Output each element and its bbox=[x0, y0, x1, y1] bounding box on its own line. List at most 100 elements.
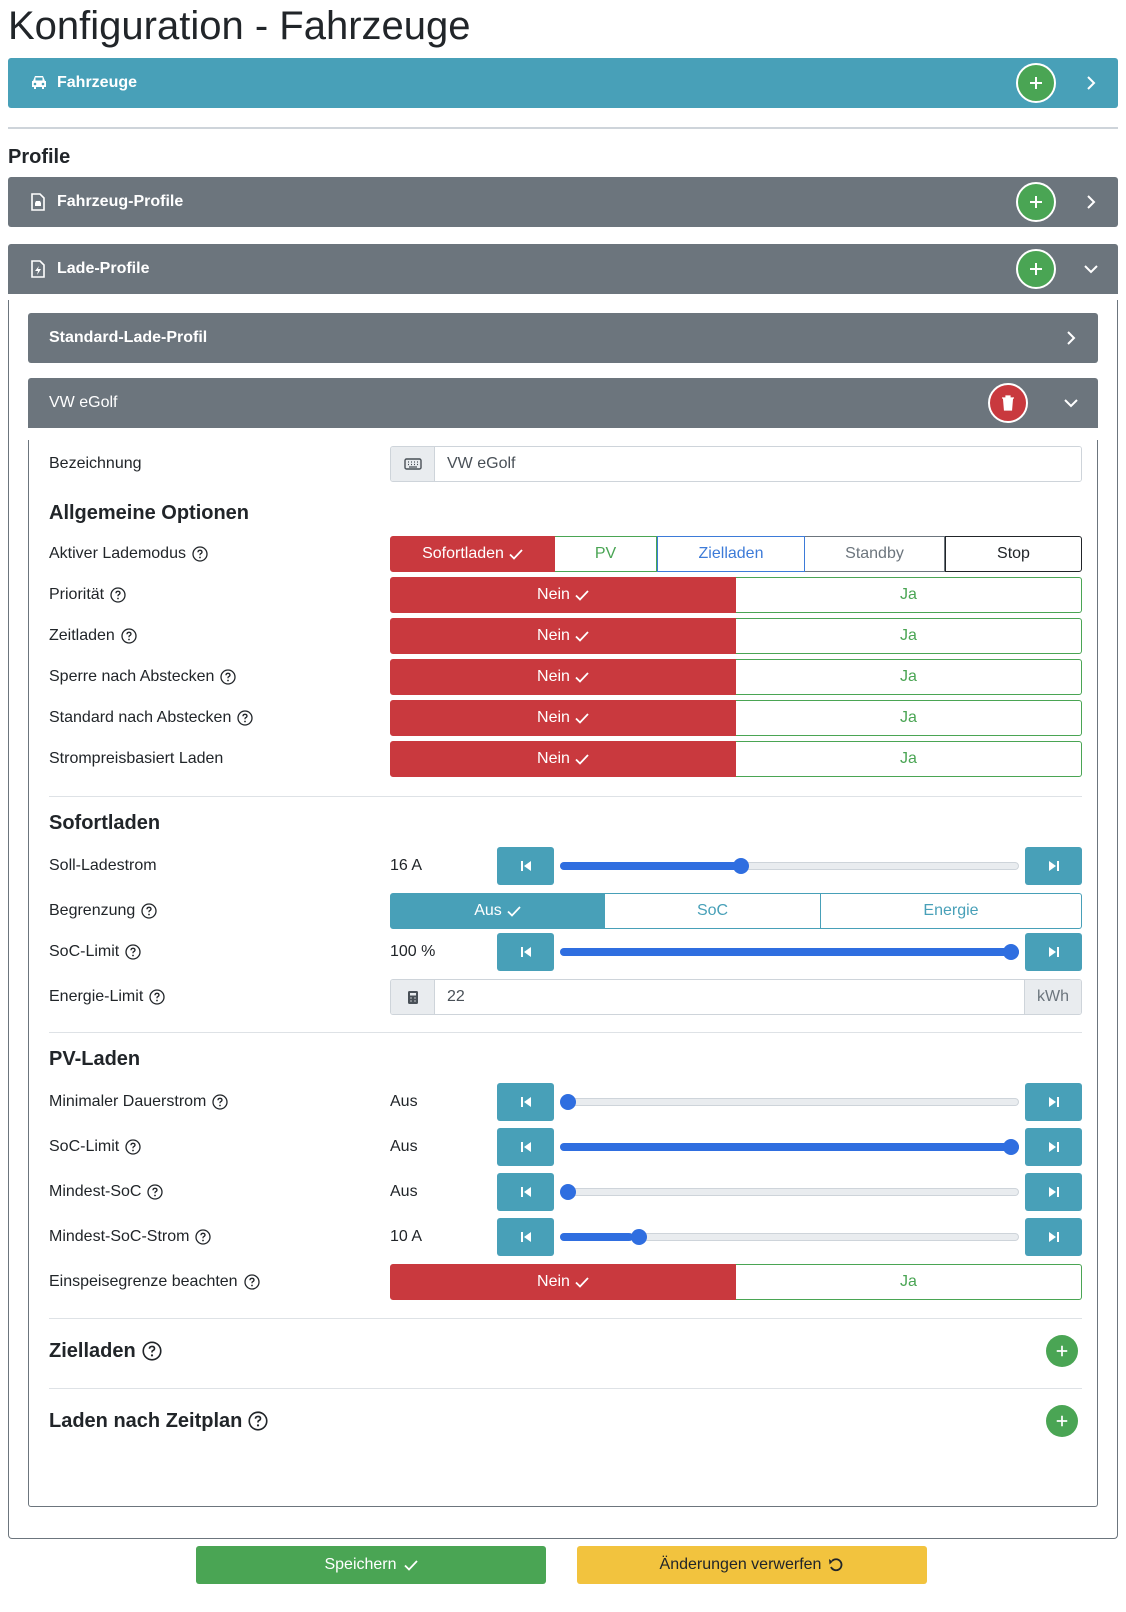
divider bbox=[49, 1032, 1082, 1033]
add-zielladen-button[interactable] bbox=[1046, 1335, 1078, 1367]
help-icon[interactable] bbox=[192, 546, 208, 562]
help-icon[interactable] bbox=[125, 1139, 141, 1155]
mindest-soc-slider[interactable] bbox=[560, 1173, 1019, 1211]
save-button[interactable]: Speichern bbox=[196, 1546, 546, 1584]
step-back-icon[interactable] bbox=[497, 933, 554, 971]
soll-ladestrom-slider[interactable] bbox=[560, 847, 1019, 885]
chevron-down-icon[interactable] bbox=[1082, 260, 1100, 278]
zeitladen-ja-button[interactable]: Ja bbox=[736, 618, 1082, 654]
mode-zielladen-button[interactable]: Zielladen bbox=[657, 536, 805, 572]
standard-nein-button[interactable]: Nein bbox=[390, 700, 736, 736]
help-icon[interactable] bbox=[237, 710, 254, 726]
step-back-icon[interactable] bbox=[497, 1083, 554, 1121]
plus-icon bbox=[1056, 1345, 1068, 1357]
step-forward-icon[interactable] bbox=[1025, 847, 1082, 885]
check-icon bbox=[575, 589, 589, 601]
discard-button[interactable]: Änderungen verwerfen bbox=[577, 1546, 927, 1584]
help-icon[interactable] bbox=[121, 628, 137, 644]
step-forward-icon[interactable] bbox=[1025, 1218, 1082, 1256]
help-icon[interactable] bbox=[195, 1229, 212, 1245]
help-icon[interactable] bbox=[149, 989, 165, 1005]
help-icon[interactable] bbox=[220, 669, 237, 685]
help-icon[interactable] bbox=[110, 587, 126, 603]
prioritaet-ja-button[interactable]: Ja bbox=[736, 577, 1082, 613]
divider bbox=[49, 1318, 1082, 1319]
page-title: Konfiguration - Fahrzeuge bbox=[8, 4, 471, 48]
egolf-charge-profile-header[interactable]: VW eGolf bbox=[28, 378, 1098, 428]
slider-thumb bbox=[560, 1094, 576, 1110]
check-icon bbox=[509, 548, 523, 560]
chevron-right-icon[interactable] bbox=[1062, 329, 1080, 347]
add-charge-profile-button[interactable] bbox=[1016, 249, 1056, 289]
chevron-down-icon[interactable] bbox=[1062, 394, 1080, 412]
energie-limit-unit: kWh bbox=[1024, 980, 1081, 1014]
sperre-ja-button[interactable]: Ja bbox=[736, 659, 1082, 695]
einspeisegrenze-ja-button[interactable]: Ja bbox=[736, 1264, 1082, 1300]
field-sperre-nach-abstecken: Sperre nach Abstecken Nein Ja bbox=[49, 659, 1082, 695]
step-back-icon[interactable] bbox=[497, 1128, 554, 1166]
delete-profile-button[interactable] bbox=[988, 383, 1028, 423]
begrenzung-label: Begrenzung bbox=[49, 902, 136, 919]
help-icon[interactable] bbox=[248, 1411, 268, 1431]
allgemeine-optionen-title: Allgemeine Optionen bbox=[49, 501, 250, 524]
step-forward-icon[interactable] bbox=[1025, 1083, 1082, 1121]
field-bezeichnung: Bezeichnung bbox=[49, 446, 1082, 482]
mindest-soc-label: Mindest-SoC bbox=[49, 1183, 142, 1200]
help-icon[interactable] bbox=[142, 1341, 162, 1361]
lademodus-label: Aktiver Lademodus bbox=[49, 545, 186, 562]
zeitladen-nein-button[interactable]: Nein bbox=[390, 618, 736, 654]
field-zeitladen: Zeitladen Nein Ja bbox=[49, 618, 1082, 654]
help-icon[interactable] bbox=[147, 1184, 164, 1200]
standard-ja-button[interactable]: Ja bbox=[736, 700, 1082, 736]
keyboard-icon bbox=[391, 447, 435, 481]
begrenzung-aus-button[interactable]: Aus bbox=[390, 893, 605, 929]
soll-ladestrom-value: 16 A bbox=[390, 857, 423, 874]
bezeichnung-input[interactable] bbox=[435, 447, 1081, 481]
add-zeitplan-button[interactable] bbox=[1046, 1405, 1078, 1437]
step-back-icon[interactable] bbox=[497, 1218, 554, 1256]
strompreis-ja-button[interactable]: Ja bbox=[736, 741, 1082, 777]
field-soc-limit: SoC-Limit 100 % bbox=[49, 933, 1082, 971]
help-icon[interactable] bbox=[212, 1094, 229, 1110]
field-soll-ladestrom: Soll-Ladestrom 16 A bbox=[49, 847, 1082, 885]
zeitladen-label: Zeitladen bbox=[49, 627, 115, 644]
chevron-right-icon[interactable] bbox=[1082, 74, 1100, 92]
card-fahrzeuge-header[interactable]: Fahrzeuge bbox=[8, 58, 1118, 108]
step-forward-icon[interactable] bbox=[1025, 1173, 1082, 1211]
min-dauerstrom-slider[interactable] bbox=[560, 1083, 1019, 1121]
mode-stop-button[interactable]: Stop bbox=[945, 536, 1082, 572]
help-icon[interactable] bbox=[125, 944, 141, 960]
pv-soc-limit-slider[interactable] bbox=[560, 1128, 1019, 1166]
standard-charge-profile-header[interactable]: Standard-Lade-Profil bbox=[28, 313, 1098, 363]
sperre-nein-button[interactable]: Nein bbox=[390, 659, 736, 695]
einspeisegrenze-nein-button[interactable]: Nein bbox=[390, 1264, 736, 1300]
energie-limit-label: Energie-Limit bbox=[49, 988, 144, 1005]
mode-sofortladen-button[interactable]: Sofortladen bbox=[390, 536, 555, 572]
begrenzung-energie-button[interactable]: Energie bbox=[821, 893, 1082, 929]
mode-pv-button[interactable]: PV bbox=[555, 536, 657, 572]
card-fahrzeug-profile-header[interactable]: Fahrzeug-Profile bbox=[8, 177, 1118, 227]
plus-icon bbox=[1056, 1415, 1068, 1427]
strompreis-nein-button[interactable]: Nein bbox=[390, 741, 736, 777]
chevron-right-icon[interactable] bbox=[1082, 193, 1100, 211]
card-lade-profile-header[interactable]: Lade-Profile bbox=[8, 244, 1118, 294]
help-icon[interactable] bbox=[243, 1274, 260, 1290]
step-back-icon[interactable] bbox=[497, 1173, 554, 1211]
step-forward-icon[interactable] bbox=[1025, 933, 1082, 971]
pv-soc-limit-label: SoC-Limit bbox=[49, 1138, 120, 1155]
help-icon[interactable] bbox=[141, 903, 157, 919]
card-lade-profile-title: Lade-Profile bbox=[57, 260, 150, 277]
add-vehicle-profile-button[interactable] bbox=[1016, 182, 1056, 222]
prioritaet-nein-button[interactable]: Nein bbox=[390, 577, 736, 613]
sperre-label: Sperre nach Abstecken bbox=[49, 668, 215, 685]
soc-limit-slider[interactable] bbox=[560, 933, 1019, 971]
step-forward-icon[interactable] bbox=[1025, 1128, 1082, 1166]
energie-limit-input[interactable] bbox=[435, 980, 1024, 1014]
check-icon bbox=[575, 753, 589, 765]
mindest-soc-strom-slider[interactable] bbox=[560, 1218, 1019, 1256]
mode-standby-button[interactable]: Standby bbox=[805, 536, 945, 572]
begrenzung-soc-button[interactable]: SoC bbox=[605, 893, 821, 929]
step-back-icon[interactable] bbox=[497, 847, 554, 885]
field-standard-nach-abstecken: Standard nach Abstecken Nein Ja bbox=[49, 700, 1082, 736]
add-vehicle-button[interactable] bbox=[1016, 63, 1056, 103]
